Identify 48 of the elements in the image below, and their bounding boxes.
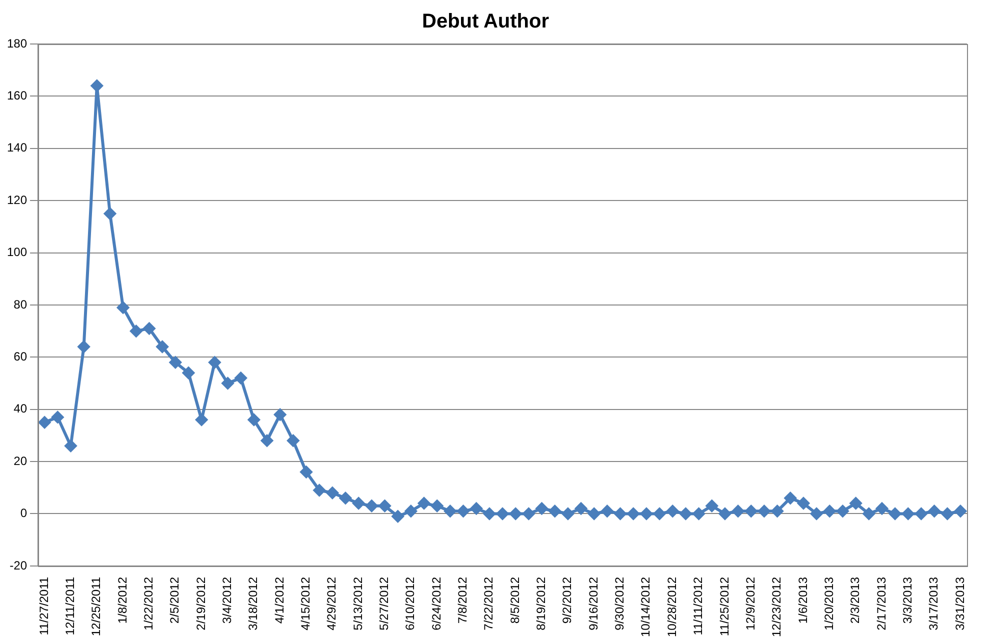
x-tick-label: 11/11/2012 <box>691 576 706 636</box>
x-tick-label: 4/1/2012 <box>272 576 286 624</box>
x-tick-label: 6/10/2012 <box>403 576 418 630</box>
x-tick-label: 11/27/2011 <box>36 576 51 636</box>
x-tick-label: 9/16/2012 <box>586 576 600 630</box>
y-tick-label: 160 <box>6 88 28 103</box>
x-tick-label: 10/14/2012 <box>638 576 653 638</box>
chart-title: Debut Author <box>422 10 550 33</box>
y-tick-label: 120 <box>6 192 28 207</box>
x-tick-label: 2/5/2012 <box>168 576 182 624</box>
x-tick-label: 3/17/2013 <box>926 576 941 630</box>
y-tick-label: 20 <box>14 454 28 468</box>
y-tick-label: 140 <box>6 140 28 155</box>
x-tick-label: 6/24/2012 <box>429 576 444 630</box>
x-tick-label: 3/31/2013 <box>952 576 967 630</box>
x-tick-label: 2/3/2013 <box>848 576 862 624</box>
x-tick-label: 12/23/2012 <box>770 576 784 638</box>
y-tick-label: 100 <box>6 245 28 260</box>
y-tick-label: -20 <box>10 558 28 572</box>
x-tick-label: 1/22/2012 <box>142 576 156 630</box>
x-tick-label: 7/8/2012 <box>456 576 470 624</box>
x-tick-label: 1/6/2013 <box>796 576 810 624</box>
x-tick-label: 8/5/2012 <box>508 576 522 624</box>
x-tick-label: 5/27/2012 <box>377 576 392 630</box>
x-tick-label: 3/18/2012 <box>246 576 260 630</box>
x-tick-label: 1/8/2012 <box>115 576 130 624</box>
x-tick-label: 12/11/2011 <box>63 576 78 636</box>
x-tick-label: 3/4/2012 <box>220 576 234 624</box>
x-tick-label: 1/20/2013 <box>822 576 836 630</box>
y-tick-label: 0 <box>20 506 28 520</box>
y-tick-label: 40 <box>14 402 28 416</box>
x-tick-label: 11/25/2012 <box>717 576 732 636</box>
x-tick-label: 4/15/2012 <box>298 576 313 630</box>
x-tick-label: 5/13/2012 <box>350 576 365 630</box>
y-tick-label: 60 <box>14 349 28 364</box>
x-tick-label: 4/29/2012 <box>324 576 339 630</box>
x-tick-label: 9/30/2012 <box>612 576 627 630</box>
x-tick-label: 2/17/2013 <box>874 576 888 630</box>
x-tick-label: 7/22/2012 <box>482 576 496 630</box>
x-tick-label: 8/19/2012 <box>534 576 548 630</box>
x-tick-label: 2/19/2012 <box>194 576 208 630</box>
y-tick-label: 80 <box>14 297 28 312</box>
x-tick-label: 12/25/2011 <box>89 576 104 636</box>
x-tick-label: 12/9/2012 <box>743 576 758 630</box>
x-tick-label: 3/3/2013 <box>900 576 914 624</box>
x-tick-label: 10/28/2012 <box>664 576 679 638</box>
x-tick-label: 9/2/2012 <box>560 576 574 624</box>
y-tick-label: 180 <box>6 36 28 50</box>
